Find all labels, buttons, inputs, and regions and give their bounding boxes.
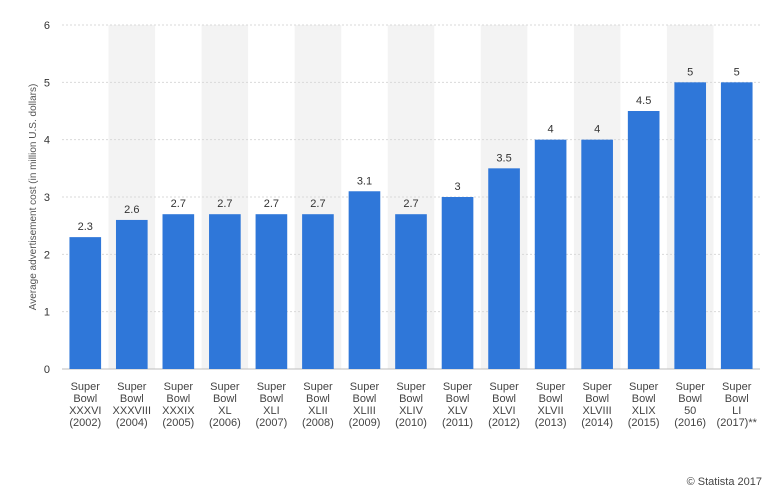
data-label: 3 (454, 181, 460, 193)
data-label: 3.1 (357, 175, 372, 187)
bar (627, 111, 660, 369)
data-label: 2.7 (264, 198, 279, 210)
y-tick-label: 2 (44, 249, 50, 261)
data-label: 4 (548, 124, 554, 136)
y-axis-label: Average advertisement cost (in million U… (28, 84, 39, 311)
x-category-label: Super Bowl XLIV (2010) (395, 381, 427, 429)
x-category-label: Super Bowl XLVII (2013) (535, 381, 567, 429)
x-axis-category-labels: Super Bowl XXXVI (2002) Super Bowl XXXVIII (200… (69, 381, 758, 429)
data-label: 2.7 (310, 198, 325, 210)
bars (69, 82, 753, 369)
x-category-label: Super Bowl XLIX (2015) (628, 381, 660, 429)
data-label: 2.7 (171, 198, 186, 210)
bar (674, 82, 707, 369)
bar (581, 139, 613, 369)
data-label: 2.7 (217, 198, 232, 210)
bar (302, 214, 334, 369)
x-category-label: Super Bowl XLVI (2012) (488, 381, 520, 429)
x-category-label: Super Bowl XXXIX (2005) (162, 381, 195, 429)
y-tick-label: 5 (44, 77, 50, 89)
x-category-label: Super Bowl XLV (2011) (442, 381, 473, 429)
bar (115, 219, 148, 369)
bar (488, 168, 520, 369)
bar (162, 214, 195, 369)
y-tick-label: 4 (44, 135, 50, 147)
y-tick-label: 1 (44, 307, 50, 319)
y-tick-label: 3 (44, 192, 50, 204)
bar (69, 237, 102, 369)
x-category-label: Super Bowl XLII (2008) (302, 381, 334, 429)
data-label: 4.5 (636, 95, 651, 107)
x-category-label: Super Bowl XXXVI (2002) (69, 381, 101, 429)
data-label: 5 (687, 66, 693, 78)
y-axis-ticks: 0 1 2 3 4 5 6 (44, 20, 50, 376)
x-category-label: Super Bowl XLI (2007) (256, 381, 288, 429)
data-label: 5 (734, 66, 740, 78)
bar (441, 197, 474, 369)
data-label: 2.7 (403, 198, 418, 210)
bar (534, 139, 567, 369)
x-category-label: Super Bowl LI (2017)** (717, 381, 758, 429)
bar (348, 191, 381, 369)
data-label: 2.3 (78, 221, 93, 233)
x-category-label: Super Bowl XL (2006) (209, 381, 241, 429)
x-category-label: Super Bowl XLVIII (2014) (581, 381, 613, 429)
data-label: 2.6 (124, 204, 139, 216)
x-category-label: Super Bowl 50 (2016) (674, 381, 706, 429)
x-category-label: Super Bowl XXXVIII (2004) (113, 381, 152, 429)
y-tick-label: 6 (44, 20, 50, 32)
y-tick-label: 0 (44, 364, 50, 376)
bar (255, 214, 288, 369)
bar (209, 214, 241, 369)
data-label: 3.5 (496, 152, 511, 164)
x-category-label: Super Bowl XLIII (2009) (349, 381, 381, 429)
data-labels: 2.3 2.6 2.7 2.7 2.7 2.7 3.1 2.7 3 3.5 4 4 4.5 5 5 (78, 66, 740, 233)
bar (720, 82, 753, 369)
data-label: 4 (594, 124, 600, 136)
source-credit: © Statista 2017 (686, 476, 762, 488)
bar (395, 214, 427, 369)
